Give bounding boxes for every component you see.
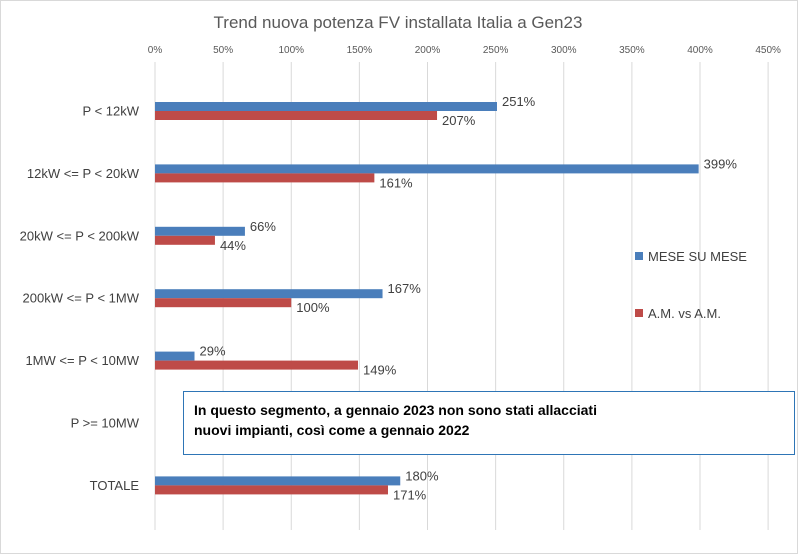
x-tick-label: 300%	[551, 45, 577, 56]
bar	[155, 111, 438, 120]
data-label: 167%	[388, 281, 422, 296]
category-label: TOTALE	[90, 478, 140, 493]
bar	[155, 235, 215, 245]
bar	[155, 173, 375, 183]
bar	[155, 102, 497, 111]
bar	[155, 360, 359, 370]
legend-label: A.M. vs A.M.	[648, 306, 721, 321]
annotation-line-1: In questo segmento, a gennaio 2023 non s…	[194, 402, 597, 418]
data-label: 180%	[405, 468, 439, 483]
annotation-box: In questo segmento, a gennaio 2023 non s…	[183, 391, 795, 455]
data-label: 161%	[379, 175, 413, 190]
data-label: 207%	[442, 113, 476, 128]
x-tick-label: 200%	[415, 45, 441, 56]
data-label: 44%	[220, 238, 246, 253]
legend: MESE SU MESE A.M. vs A.M.	[635, 249, 747, 321]
x-tick-label: 250%	[483, 45, 509, 56]
category-label: P < 12kW	[83, 104, 140, 119]
bar	[155, 485, 388, 495]
category-label: 200kW <= P < 1MW	[23, 291, 140, 306]
x-tick-label: 150%	[347, 45, 373, 56]
x-tick-label: 0%	[148, 45, 163, 56]
category-label: 12kW <= P < 20kW	[27, 166, 140, 181]
bar	[155, 226, 245, 236]
legend-label: MESE SU MESE	[648, 249, 747, 264]
data-label: 100%	[296, 300, 330, 315]
data-label: 149%	[363, 363, 397, 378]
x-tick-label: 400%	[687, 45, 713, 56]
bar	[155, 476, 401, 486]
legend-swatch	[635, 252, 643, 260]
category-label: P >= 10MW	[71, 416, 140, 431]
x-axis-ticks: 0% 50% 100% 150% 200% 250% 300% 350% 400% 450%	[148, 45, 781, 56]
data-label: 29%	[200, 344, 226, 359]
bar	[155, 298, 292, 308]
chart-title: Trend nuova potenza FV installata Italia…	[214, 13, 583, 32]
data-label: 66%	[250, 219, 276, 234]
legend-swatch	[635, 309, 643, 317]
x-tick-label: 450%	[755, 45, 781, 56]
annotation-line-2: nuovi impianti, così come a gennaio 2022	[194, 422, 470, 438]
bar	[155, 351, 195, 361]
data-label: 399%	[704, 156, 738, 171]
category-label: 1MW <= P < 10MW	[25, 353, 139, 368]
x-tick-label: 50%	[213, 45, 233, 56]
category-label: 20kW <= P < 200kW	[20, 228, 140, 243]
x-tick-label: 350%	[619, 45, 645, 56]
data-labels: 251% 207% 399% 161% 66% 44% 167% 100% 29% 149% 180…	[200, 94, 738, 502]
bar	[155, 289, 383, 299]
data-label: 251%	[502, 94, 536, 109]
category-labels: P < 12kW 12kW <= P < 20kW 20kW <= P < 200k…	[20, 104, 140, 493]
bar	[155, 164, 699, 174]
x-tick-label: 100%	[278, 45, 304, 56]
data-label: 171%	[393, 487, 427, 502]
bars	[155, 102, 699, 495]
